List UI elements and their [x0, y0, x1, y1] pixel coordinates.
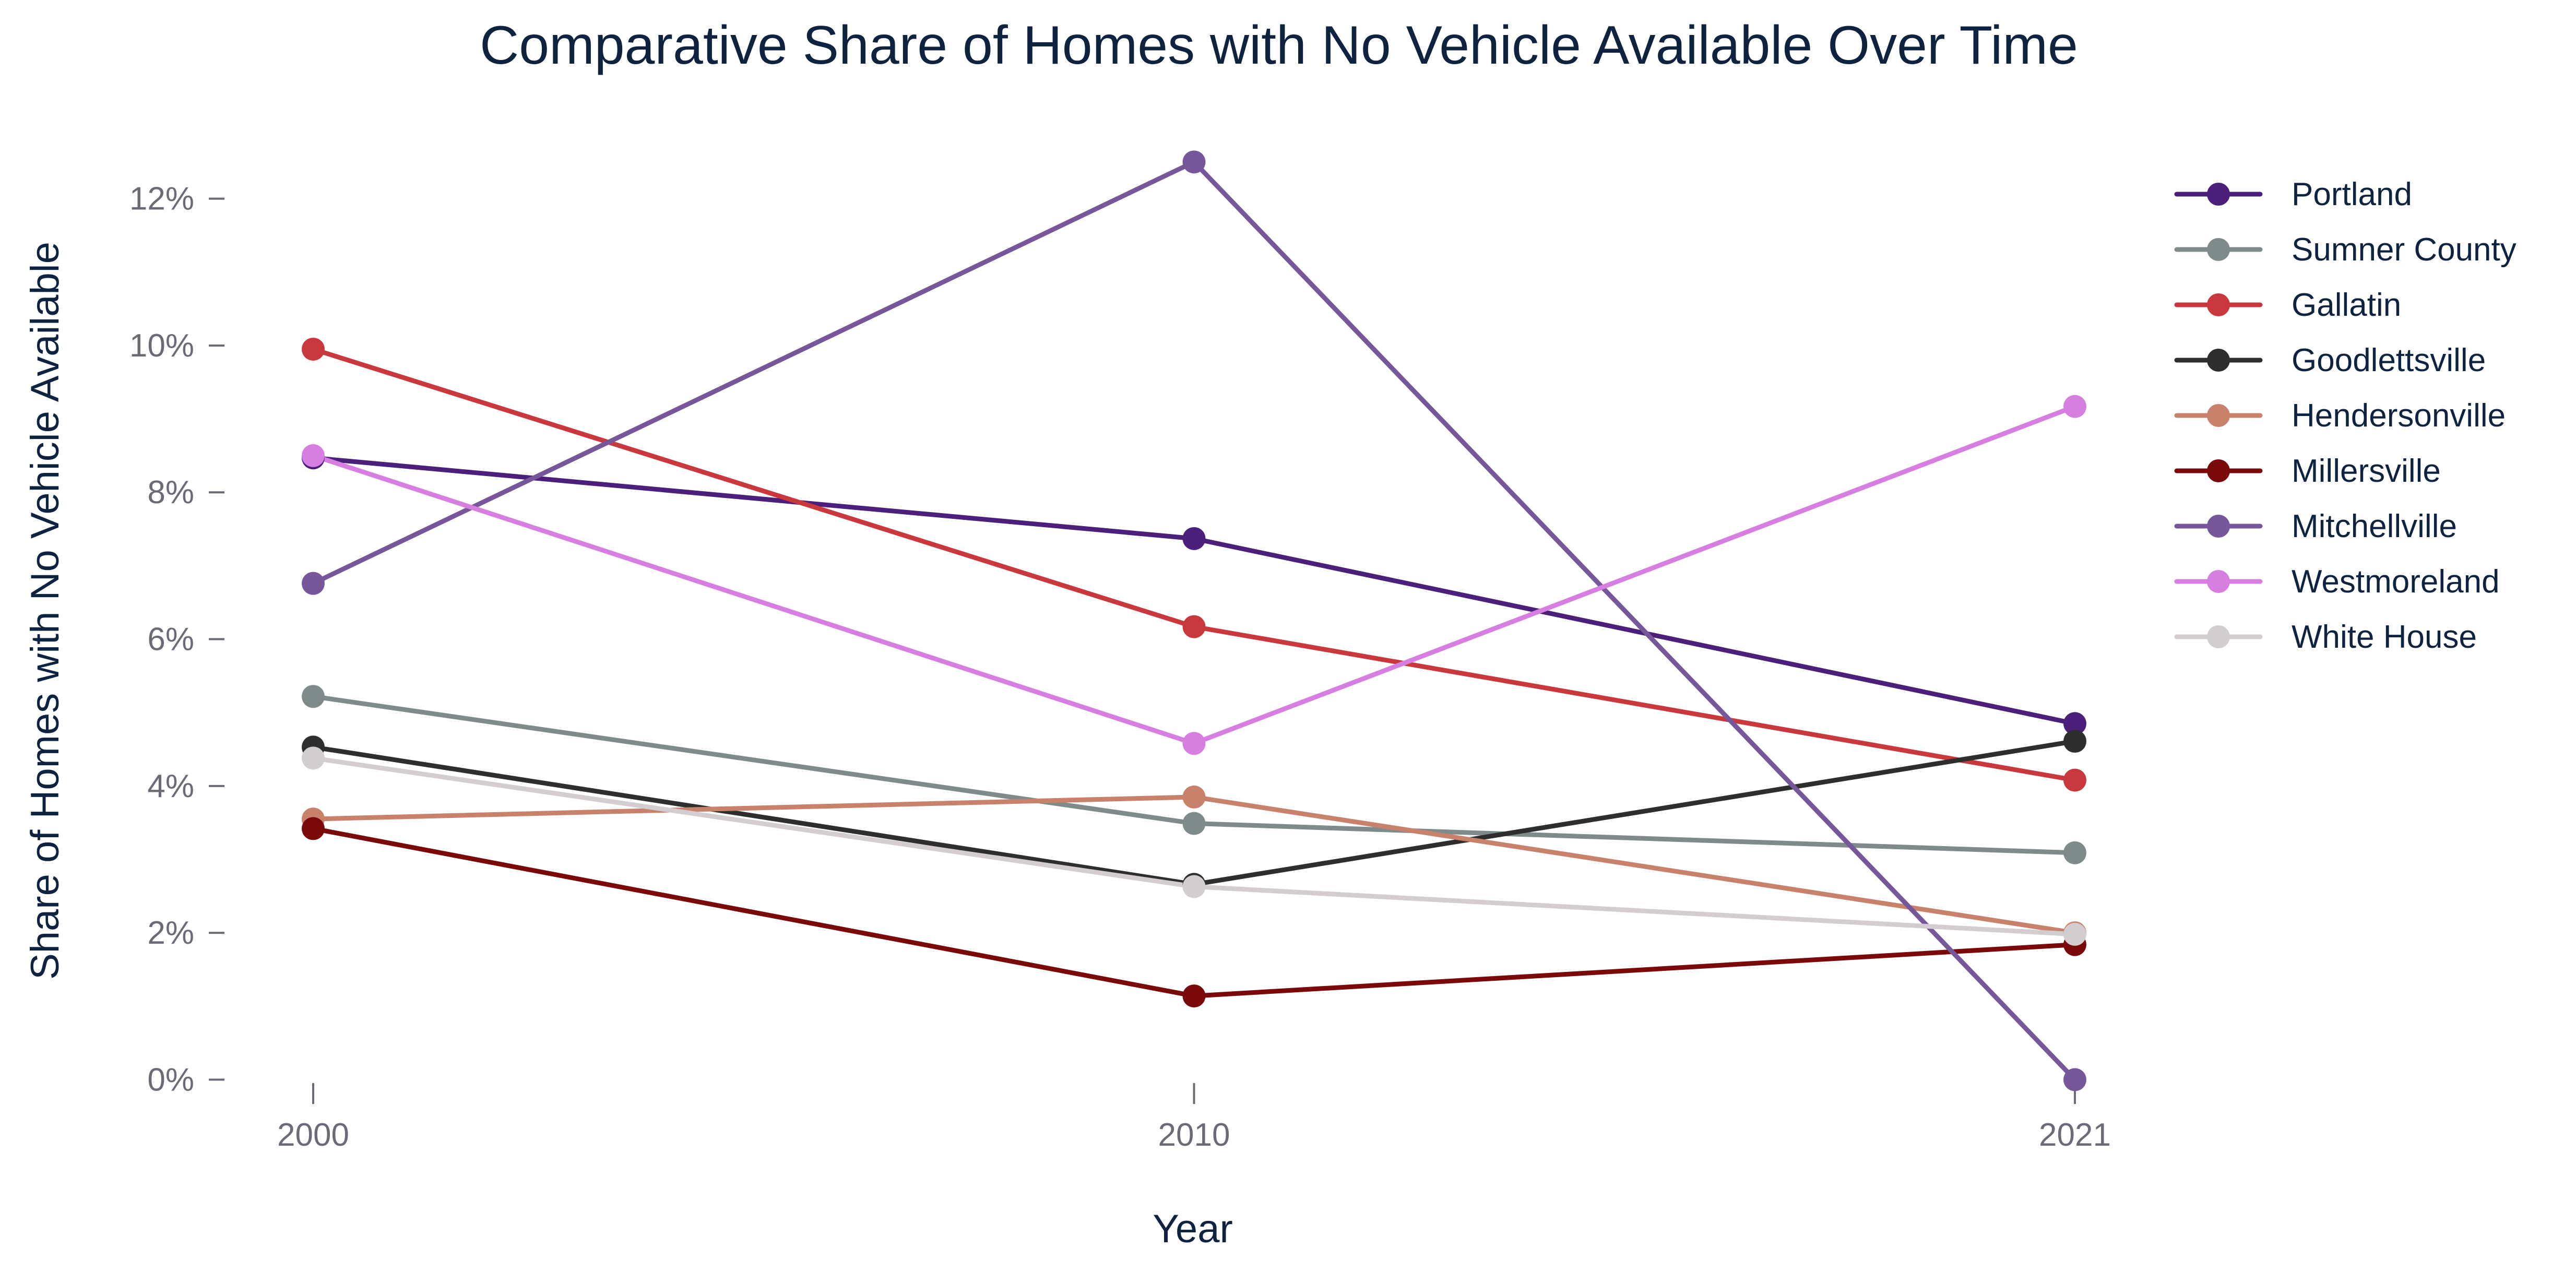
- legend-swatch-marker: [2207, 570, 2230, 593]
- x-tick-label: 2010: [1158, 1117, 1230, 1153]
- y-tick-label: 12%: [129, 181, 194, 217]
- data-point-westmoreland: [1182, 732, 1206, 755]
- series-line-portland: [311, 455, 2078, 726]
- legend-swatch-marker: [2207, 183, 2230, 206]
- data-point-gallatin: [2063, 768, 2086, 792]
- y-tick-label: 0%: [147, 1062, 194, 1098]
- y-tick-label: 6%: [147, 622, 194, 658]
- legend-swatch-marker: [2207, 238, 2230, 261]
- legend-swatch-marker: [2207, 515, 2230, 538]
- series-line-gallatin: [311, 347, 2078, 783]
- chart-title: Comparative Share of Homes with No Vehic…: [480, 15, 2078, 76]
- data-point-westmoreland: [2063, 395, 2086, 418]
- legend-swatch-marker: [2207, 459, 2230, 482]
- legend-label-westmoreland: Westmoreland: [2292, 564, 2500, 600]
- x-axis: 2000 2010 2021: [277, 1083, 2111, 1153]
- legend-swatch-marker: [2207, 404, 2230, 427]
- data-point-white-house: [1182, 875, 1206, 898]
- legend-swatch-marker: [2207, 293, 2230, 316]
- legend-swatch-marker: [2207, 349, 2230, 372]
- data-point-gallatin: [1182, 615, 1206, 638]
- data-point-sumner-county: [1182, 812, 1206, 835]
- data-point-millersville: [1182, 984, 1206, 1008]
- x-tick-label: 2021: [2039, 1117, 2111, 1153]
- y-tick-label: 8%: [147, 474, 194, 510]
- legend-label-mitchellville: Mitchellville: [2292, 508, 2457, 544]
- y-axis: 0% 2% 4% 6% 8% 10% 12%: [129, 181, 224, 1098]
- data-point-sumner-county: [302, 685, 325, 708]
- data-point-portland: [1182, 527, 1206, 550]
- data-point-sumner-county: [2063, 841, 2086, 864]
- data-point-mitchellville: [2063, 1068, 2086, 1091]
- legend-label-millersville: Millersville: [2292, 453, 2441, 489]
- legend-label-sumner-county: Sumner County: [2292, 232, 2516, 268]
- legend-swatch-marker: [2207, 625, 2230, 648]
- y-axis-title: Share of Homes with No Vehicle Available: [23, 242, 67, 980]
- legend-label-goodlettsville: Goodlettsville: [2292, 342, 2486, 378]
- data-point-westmoreland: [302, 444, 325, 467]
- y-tick-label: 10%: [129, 328, 194, 364]
- y-tick-label: 2%: [147, 915, 194, 951]
- legend-label-hendersonville: Hendersonville: [2292, 398, 2506, 434]
- data-point-mitchellville: [302, 572, 325, 595]
- data-point-mitchellville: [1182, 150, 1206, 174]
- legend-label-white-house: White House: [2292, 619, 2477, 655]
- legend: Portland Sumner County Gallatin Goodlettsvi…: [2174, 176, 2516, 655]
- x-axis-title: Year: [1153, 1207, 1233, 1251]
- data-point-white-house: [302, 746, 325, 770]
- series-points: [302, 150, 2086, 1091]
- data-point-goodlettsville: [2063, 730, 2086, 753]
- data-point-white-house: [2063, 922, 2086, 946]
- legend-label-portland: Portland: [2292, 176, 2412, 212]
- x-tick-label: 2000: [277, 1117, 349, 1153]
- data-point-gallatin: [302, 337, 325, 361]
- data-point-portland: [2063, 712, 2086, 735]
- y-tick-label: 4%: [147, 768, 194, 804]
- data-point-hendersonville: [1182, 785, 1206, 809]
- legend-label-gallatin: Gallatin: [2292, 287, 2401, 323]
- data-point-millersville: [302, 817, 325, 840]
- series-line-millersville: [311, 826, 2078, 999]
